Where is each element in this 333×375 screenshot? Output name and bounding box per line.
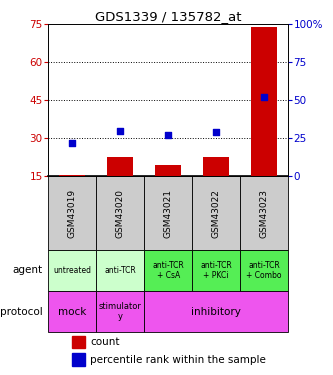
Bar: [48, 250, 96, 291]
Text: stimulator
y: stimulator y: [99, 302, 142, 321]
Text: untreated: untreated: [53, 266, 91, 275]
Text: anti-TCR
+ CsA: anti-TCR + CsA: [152, 261, 184, 280]
Text: inhibitory: inhibitory: [191, 307, 241, 316]
Text: mock: mock: [58, 307, 87, 316]
Bar: [155, 165, 181, 176]
Text: anti-TCR
+ Combo: anti-TCR + Combo: [246, 261, 282, 280]
Bar: [144, 291, 288, 332]
Bar: [251, 27, 277, 176]
Bar: [48, 291, 96, 332]
Text: anti-TCR
+ PKCi: anti-TCR + PKCi: [200, 261, 232, 280]
Text: GSM43021: GSM43021: [164, 189, 173, 238]
Bar: [72, 336, 86, 348]
Bar: [144, 176, 192, 250]
Bar: [203, 158, 229, 176]
Point: [213, 129, 219, 135]
Text: anti-TCR: anti-TCR: [104, 266, 136, 275]
Bar: [72, 353, 86, 366]
Bar: [240, 250, 288, 291]
Bar: [48, 176, 96, 250]
Text: GSM43019: GSM43019: [68, 189, 77, 238]
Bar: [192, 176, 240, 250]
Text: GSM43022: GSM43022: [211, 189, 221, 237]
Point: [166, 132, 171, 138]
Bar: [96, 176, 144, 250]
Text: protocol: protocol: [0, 307, 43, 316]
Bar: [107, 158, 134, 176]
Point: [118, 128, 123, 134]
Bar: [59, 175, 86, 176]
Point: [70, 140, 75, 146]
Bar: [240, 176, 288, 250]
Point: [261, 94, 267, 100]
Text: GSM43020: GSM43020: [116, 189, 125, 238]
Bar: [96, 291, 144, 332]
Bar: [192, 250, 240, 291]
Bar: [144, 250, 192, 291]
Text: GSM43023: GSM43023: [259, 189, 269, 238]
Text: agent: agent: [12, 266, 43, 276]
Text: count: count: [90, 337, 120, 347]
Title: GDS1339 / 135782_at: GDS1339 / 135782_at: [95, 10, 241, 23]
Bar: [96, 250, 144, 291]
Text: percentile rank within the sample: percentile rank within the sample: [90, 355, 266, 365]
